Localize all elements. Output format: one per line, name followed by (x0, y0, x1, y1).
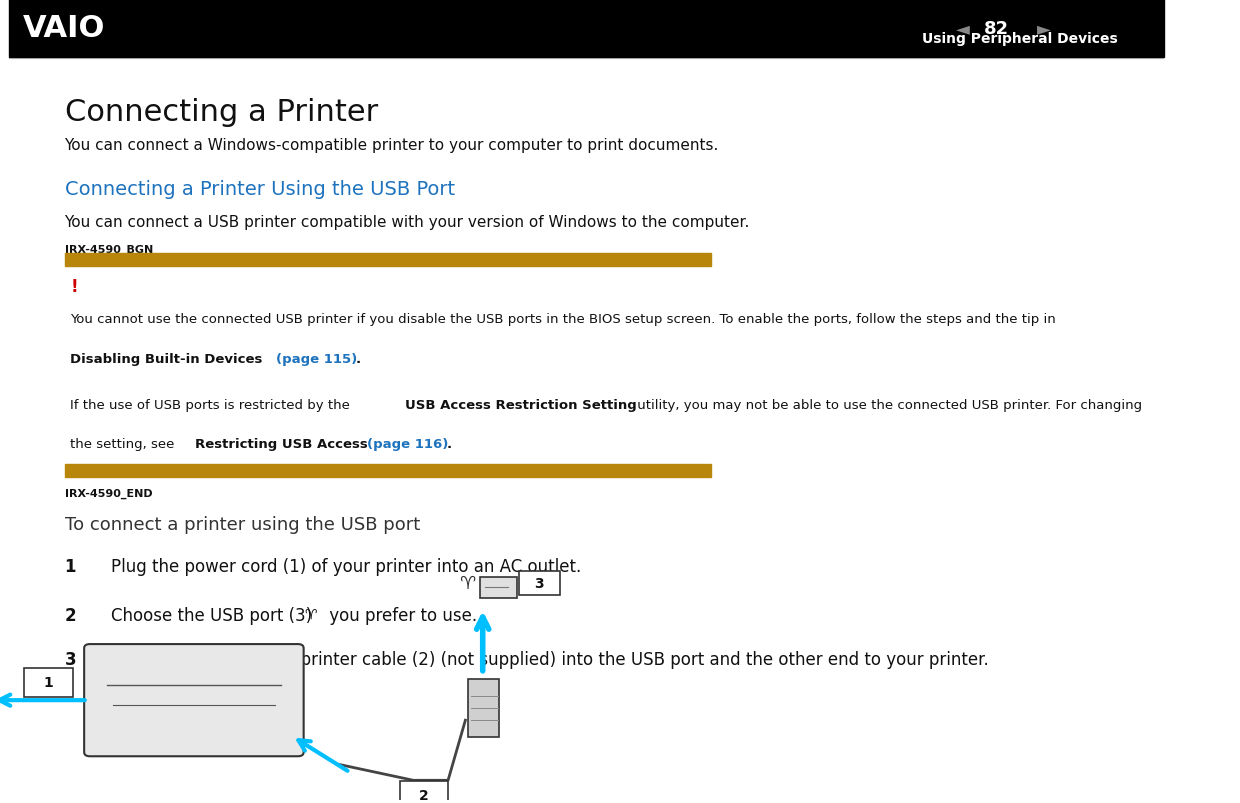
Bar (64, 464, 712, 477)
FancyBboxPatch shape (399, 781, 448, 803)
Text: 82: 82 (985, 20, 1009, 38)
Text: Plug the power cord (1) of your printer into an AC outlet.: Plug the power cord (1) of your printer … (110, 557, 582, 575)
Text: Connecting a Printer Using the USB Port: Connecting a Printer Using the USB Port (64, 180, 455, 199)
Text: Plug one end of a USB printer cable (2) (not supplied) into the USB port and the: Plug one end of a USB printer cable (2) … (110, 650, 988, 669)
FancyBboxPatch shape (24, 668, 73, 697)
Text: USB Access Restriction Setting: USB Access Restriction Setting (405, 398, 637, 412)
Text: Connecting a Printer: Connecting a Printer (64, 98, 378, 127)
Text: ♈: ♈ (460, 574, 476, 593)
Text: ◄: ◄ (956, 20, 970, 38)
Text: ♈: ♈ (305, 606, 317, 621)
Text: Choose the USB port (3): Choose the USB port (3) (110, 606, 317, 625)
Text: 1: 1 (43, 675, 53, 689)
Text: you prefer to use.: you prefer to use. (325, 606, 477, 625)
Text: VAIO: VAIO (22, 14, 105, 43)
Bar (9, 0, 1164, 58)
Text: (page 116): (page 116) (367, 437, 449, 450)
Text: 2: 2 (64, 606, 76, 625)
Text: .: . (446, 437, 453, 450)
Text: You can connect a Windows-compatible printer to your computer to print documents: You can connect a Windows-compatible pri… (64, 137, 719, 153)
Bar (64, 254, 712, 267)
Text: 3: 3 (534, 577, 544, 590)
Text: !: ! (71, 278, 78, 296)
Text: .: . (356, 353, 361, 365)
Text: Using Peripheral Devices: Using Peripheral Devices (923, 32, 1118, 47)
Text: You can connect a USB printer compatible with your version of Windows to the com: You can connect a USB printer compatible… (64, 214, 750, 230)
Text: the setting, see: the setting, see (71, 437, 179, 450)
Text: IRX-4590_END: IRX-4590_END (64, 488, 153, 499)
Text: You cannot use the connected USB printer if you disable the USB ports in the BIO: You cannot use the connected USB printer… (71, 312, 1056, 325)
Text: Disabling Built-in Devices: Disabling Built-in Devices (71, 353, 268, 365)
FancyBboxPatch shape (467, 679, 498, 737)
Text: To connect a printer using the USB port: To connect a printer using the USB port (64, 516, 420, 533)
Bar (9, 58, 1164, 59)
FancyBboxPatch shape (480, 577, 517, 598)
Text: If the use of USB ports is restricted by the: If the use of USB ports is restricted by… (71, 398, 355, 412)
FancyBboxPatch shape (518, 572, 560, 596)
Text: IRX-4590_BGN: IRX-4590_BGN (64, 244, 153, 255)
Text: utility, you may not be able to use the connected USB printer. For changing: utility, you may not be able to use the … (632, 398, 1142, 412)
Text: 1: 1 (64, 557, 76, 575)
FancyBboxPatch shape (84, 644, 304, 756)
Text: 3: 3 (64, 650, 76, 669)
Text: Restricting USB Access: Restricting USB Access (195, 437, 372, 450)
Text: 2: 2 (419, 788, 429, 801)
Text: (page 115): (page 115) (277, 353, 357, 365)
Text: ►: ► (1037, 20, 1052, 38)
